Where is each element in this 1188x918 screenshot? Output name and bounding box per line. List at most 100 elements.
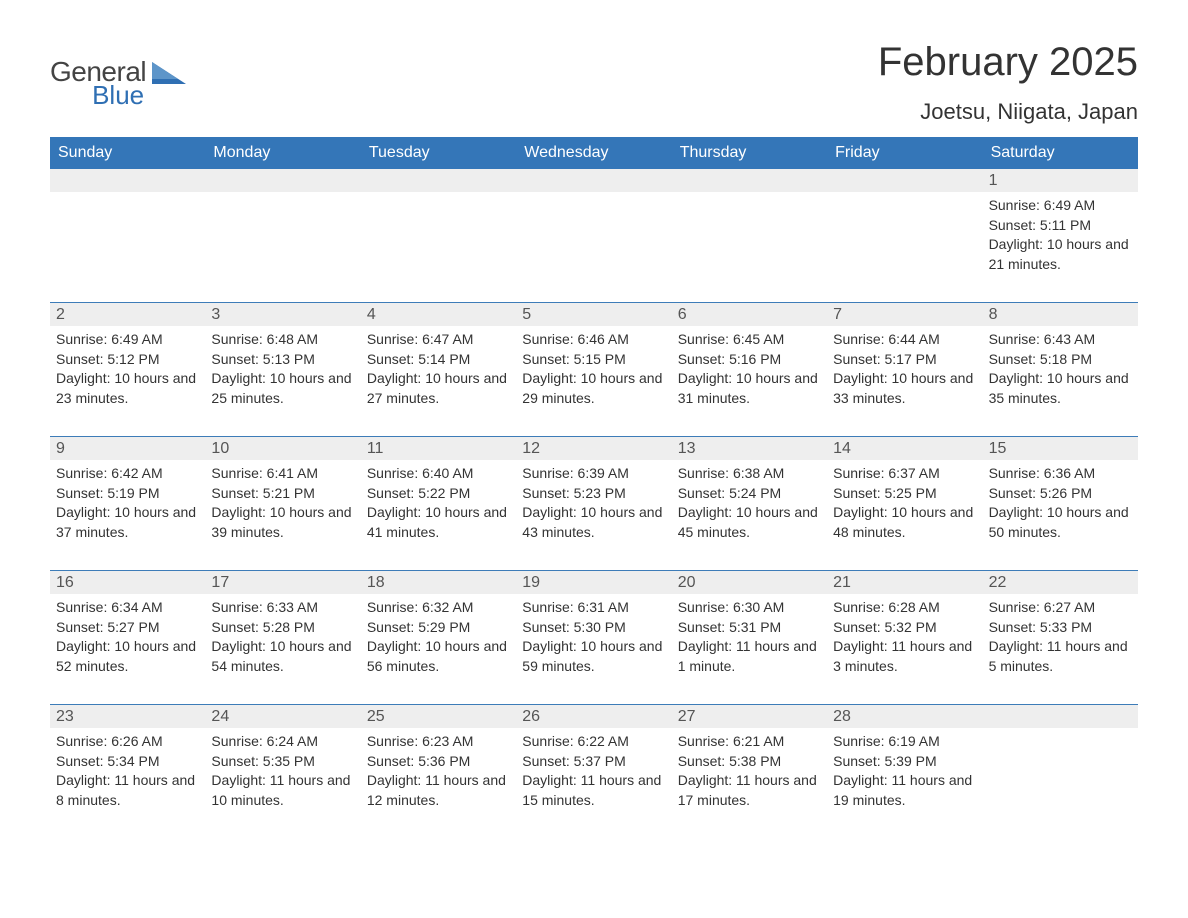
day-number: 6 <box>672 303 827 326</box>
sunset-text: Sunset: 5:33 PM <box>989 618 1132 638</box>
daylight-text: Daylight: 10 hours and 31 minutes. <box>678 369 821 408</box>
day-number: 14 <box>827 437 982 460</box>
day-cell: Sunrise: 6:19 AMSunset: 5:39 PMDaylight:… <box>827 728 982 820</box>
daylight-text: Daylight: 10 hours and 21 minutes. <box>989 235 1132 274</box>
sunset-text: Sunset: 5:19 PM <box>56 484 199 504</box>
daylight-text: Daylight: 10 hours and 59 minutes. <box>522 637 665 676</box>
sunrise-text: Sunrise: 6:41 AM <box>211 464 354 484</box>
day-cell <box>672 192 827 284</box>
daylight-text: Daylight: 11 hours and 12 minutes. <box>367 771 510 810</box>
weekday-header-row: Sunday Monday Tuesday Wednesday Thursday… <box>50 137 1138 169</box>
sunrise-text: Sunrise: 6:49 AM <box>56 330 199 350</box>
daylight-text: Daylight: 10 hours and 48 minutes. <box>833 503 976 542</box>
daylight-text: Daylight: 11 hours and 19 minutes. <box>833 771 976 810</box>
daylight-text: Daylight: 10 hours and 56 minutes. <box>367 637 510 676</box>
sunset-text: Sunset: 5:32 PM <box>833 618 976 638</box>
sunrise-text: Sunrise: 6:26 AM <box>56 732 199 752</box>
sunrise-text: Sunrise: 6:38 AM <box>678 464 821 484</box>
sunrise-text: Sunrise: 6:49 AM <box>989 196 1132 216</box>
sunrise-text: Sunrise: 6:43 AM <box>989 330 1132 350</box>
day-cell: Sunrise: 6:37 AMSunset: 5:25 PMDaylight:… <box>827 460 982 552</box>
daylight-text: Daylight: 10 hours and 37 minutes. <box>56 503 199 542</box>
day-cell: Sunrise: 6:24 AMSunset: 5:35 PMDaylight:… <box>205 728 360 820</box>
day-number: 7 <box>827 303 982 326</box>
day-cell: Sunrise: 6:21 AMSunset: 5:38 PMDaylight:… <box>672 728 827 820</box>
sunset-text: Sunset: 5:26 PM <box>989 484 1132 504</box>
sunset-text: Sunset: 5:28 PM <box>211 618 354 638</box>
day-number <box>983 705 1138 728</box>
day-number: 9 <box>50 437 205 460</box>
sunrise-text: Sunrise: 6:39 AM <box>522 464 665 484</box>
day-number: 27 <box>672 705 827 728</box>
calendar: Sunday Monday Tuesday Wednesday Thursday… <box>50 137 1138 820</box>
day-cell: Sunrise: 6:43 AMSunset: 5:18 PMDaylight:… <box>983 326 1138 418</box>
daynum-strip: 16171819202122 <box>50 571 1138 594</box>
day-cell: Sunrise: 6:27 AMSunset: 5:33 PMDaylight:… <box>983 594 1138 686</box>
sunrise-text: Sunrise: 6:33 AM <box>211 598 354 618</box>
weekday-header: Monday <box>205 137 360 169</box>
day-number: 20 <box>672 571 827 594</box>
triangle-icon <box>152 62 186 84</box>
sunset-text: Sunset: 5:12 PM <box>56 350 199 370</box>
sunrise-text: Sunrise: 6:34 AM <box>56 598 199 618</box>
day-number: 18 <box>361 571 516 594</box>
day-number: 3 <box>205 303 360 326</box>
sunrise-text: Sunrise: 6:40 AM <box>367 464 510 484</box>
day-cell <box>361 192 516 284</box>
weekday-header: Wednesday <box>516 137 671 169</box>
week-row: 16171819202122Sunrise: 6:34 AMSunset: 5:… <box>50 570 1138 686</box>
day-number: 8 <box>983 303 1138 326</box>
daynum-strip: 2345678 <box>50 303 1138 326</box>
day-number <box>205 169 360 192</box>
day-cell: Sunrise: 6:46 AMSunset: 5:15 PMDaylight:… <box>516 326 671 418</box>
sunrise-text: Sunrise: 6:23 AM <box>367 732 510 752</box>
daylight-text: Daylight: 10 hours and 35 minutes. <box>989 369 1132 408</box>
daylight-text: Daylight: 10 hours and 33 minutes. <box>833 369 976 408</box>
week-row: 2345678 Sunrise: 6:49 AMSunset: 5:12 PM Da… <box>50 302 1138 418</box>
day-cell <box>516 192 671 284</box>
daynum-strip: 1 <box>50 169 1138 192</box>
sunrise-text: Sunrise: 6:45 AM <box>678 330 821 350</box>
day-cell: Sunrise: 6:28 AMSunset: 5:32 PMDaylight:… <box>827 594 982 686</box>
sunset-text: Sunset: 5:23 PM <box>522 484 665 504</box>
week-row: 232425262728Sunrise: 6:26 AMSunset: 5:34… <box>50 704 1138 820</box>
sunset-text: Sunset: 5:27 PM <box>56 618 199 638</box>
sunset-text: Sunset: 5:22 PM <box>367 484 510 504</box>
daylight-text: Daylight: 11 hours and 3 minutes. <box>833 637 976 676</box>
sunset-text: Sunset: 5:31 PM <box>678 618 821 638</box>
daynum-strip: 232425262728 <box>50 705 1138 728</box>
day-number <box>672 169 827 192</box>
page-header: General Blue February 2025 Joetsu, Niiga… <box>50 40 1138 133</box>
day-number: 5 <box>516 303 671 326</box>
day-cell <box>983 728 1138 820</box>
sunset-text: Sunset: 5:34 PM <box>56 752 199 772</box>
daylight-text: Daylight: 10 hours and 29 minutes. <box>522 369 665 408</box>
daylight-text: Daylight: 11 hours and 5 minutes. <box>989 637 1132 676</box>
day-cell: Sunrise: 6:48 AMSunset: 5:13 PMDaylight:… <box>205 326 360 418</box>
sunset-text: Sunset: 5:30 PM <box>522 618 665 638</box>
week-row: 9101112131415Sunrise: 6:42 AMSunset: 5:1… <box>50 436 1138 552</box>
sunrise-text: Sunrise: 6:44 AM <box>833 330 976 350</box>
month-title: February 2025 <box>878 40 1138 85</box>
day-number <box>361 169 516 192</box>
day-cell: Sunrise: 6:44 AMSunset: 5:17 PMDaylight:… <box>827 326 982 418</box>
daylight-text: Daylight: 10 hours and 50 minutes. <box>989 503 1132 542</box>
day-cell: Sunrise: 6:26 AMSunset: 5:34 PMDaylight:… <box>50 728 205 820</box>
sunset-text: Sunset: 5:11 PM <box>989 216 1132 236</box>
sunrise-text: Sunrise: 6:46 AM <box>522 330 665 350</box>
day-number: 19 <box>516 571 671 594</box>
title-block: February 2025 Joetsu, Niigata, Japan <box>878 40 1138 133</box>
day-number: 4 <box>361 303 516 326</box>
daylight-text: Daylight: 11 hours and 1 minute. <box>678 637 821 676</box>
daylight-text: Daylight: 10 hours and 25 minutes. <box>211 369 354 408</box>
sunset-text: Sunset: 5:13 PM <box>211 350 354 370</box>
day-number: 28 <box>827 705 982 728</box>
sunrise-text: Sunrise: 6:37 AM <box>833 464 976 484</box>
weekday-header: Friday <box>827 137 982 169</box>
daylight-text: Daylight: 10 hours and 52 minutes. <box>56 637 199 676</box>
sunset-text: Sunset: 5:39 PM <box>833 752 976 772</box>
sunset-text: Sunset: 5:37 PM <box>522 752 665 772</box>
daylight-text: Daylight: 10 hours and 45 minutes. <box>678 503 821 542</box>
day-cell: Sunrise: 6:22 AMSunset: 5:37 PMDaylight:… <box>516 728 671 820</box>
sunset-text: Sunset: 5:15 PM <box>522 350 665 370</box>
